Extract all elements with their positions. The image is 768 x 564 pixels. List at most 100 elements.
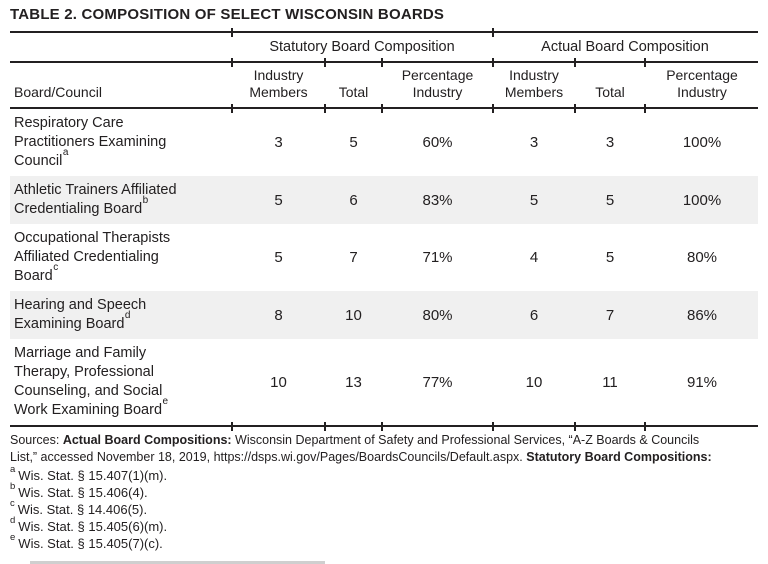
statutory-percentage-value: 80% bbox=[422, 306, 453, 324]
column-tick bbox=[492, 103, 494, 113]
table-footer: Sources: Actual Board Compositions: Wisc… bbox=[10, 432, 734, 552]
column-header-statutory-percentage-industry: Percentage Industry bbox=[401, 67, 474, 100]
statutory-percentage-value: 83% bbox=[422, 191, 453, 209]
actual-percentage-value: 100% bbox=[682, 134, 722, 151]
column-tick bbox=[381, 421, 383, 431]
footnote-text: Wis. Stat. § 14.406(5). bbox=[17, 502, 148, 517]
column-tick bbox=[231, 27, 233, 37]
footnote-marker: a bbox=[62, 147, 69, 159]
footnote-marker: d bbox=[10, 514, 16, 526]
column-tick bbox=[231, 421, 233, 431]
sources-bold-statutory: Statutory Board Compositions: bbox=[526, 450, 712, 464]
board-name: Hearing and Speech Examining Boardd bbox=[10, 291, 232, 339]
table-row: Hearing and Speech Examining Boardd 8 10… bbox=[10, 291, 758, 339]
column-tick bbox=[324, 57, 326, 67]
table-title: TABLE 2. COMPOSITION OF SELECT WISCONSIN… bbox=[10, 6, 445, 23]
board-name-text: Respiratory Care Practitioners Examining… bbox=[14, 115, 167, 169]
table-row: Respiratory Care Practitioners Examining… bbox=[10, 109, 758, 176]
actual-percentage-value: 80% bbox=[686, 249, 718, 266]
group-header-statutory: Statutory Board Composition bbox=[269, 39, 455, 55]
actual-industry-members-value: 4 bbox=[529, 249, 539, 266]
column-header-actual-industry-members: Industry Members bbox=[504, 67, 564, 100]
column-tick bbox=[381, 103, 383, 113]
table-row: Occupational Therapists Affiliated Crede… bbox=[10, 224, 758, 291]
statutory-total-value: 7 bbox=[349, 249, 358, 266]
board-name: Occupational Therapists Affiliated Crede… bbox=[10, 224, 232, 291]
footnote-marker: b bbox=[10, 480, 16, 492]
statutory-industry-members-value: 8 bbox=[274, 306, 283, 324]
column-tick bbox=[492, 57, 494, 67]
footnote: b Wis. Stat. § 15.406(4). bbox=[10, 480, 734, 501]
column-tick bbox=[381, 57, 383, 67]
statutory-industry-members-value: 10 bbox=[270, 373, 287, 391]
board-name-text: Athletic Trainers Affiliated Credentiali… bbox=[14, 182, 177, 217]
column-tick bbox=[644, 103, 646, 113]
column-tick bbox=[231, 103, 233, 113]
actual-percentage-value: 86% bbox=[686, 306, 718, 324]
actual-total-value: 5 bbox=[605, 249, 615, 266]
statutory-total-value: 10 bbox=[345, 306, 362, 324]
group-header-actual: Actual Board Composition bbox=[541, 39, 709, 55]
table-row: Marriage and Family Therapy, Professiona… bbox=[10, 339, 758, 425]
statutory-industry-members-value: 3 bbox=[274, 134, 283, 151]
actual-percentage-value: 91% bbox=[686, 373, 718, 391]
statutory-total-value: 6 bbox=[349, 191, 358, 209]
sources-line-1: Sources: Actual Board Compositions: Wisc… bbox=[10, 432, 734, 449]
board-name-text: Occupational Therapists Affiliated Crede… bbox=[14, 230, 171, 284]
actual-total-value: 7 bbox=[605, 306, 615, 324]
column-header-board: Board/Council bbox=[14, 84, 102, 100]
column-header-actual-total: Total bbox=[595, 84, 625, 100]
horizontal-rule-header-bottom bbox=[10, 103, 758, 113]
table-row: Athletic Trainers Affiliated Credentiali… bbox=[10, 176, 758, 224]
statutory-percentage-value: 77% bbox=[422, 373, 453, 391]
board-name: Athletic Trainers Affiliated Credentiali… bbox=[10, 176, 232, 224]
horizontal-rule-top bbox=[10, 27, 758, 37]
board-name: Marriage and Family Therapy, Professiona… bbox=[10, 339, 232, 425]
footnote-marker: b bbox=[142, 195, 149, 207]
footnote-marker: e bbox=[162, 396, 169, 408]
statutory-total-value: 5 bbox=[349, 134, 358, 151]
column-tick bbox=[644, 57, 646, 67]
column-header-statutory-total: Total bbox=[338, 84, 369, 100]
column-tick bbox=[231, 57, 233, 67]
column-header-statutory-industry-members: Industry Members bbox=[249, 67, 308, 100]
footnotes-list: a Wis. Stat. § 15.407(1)(m). b Wis. Stat. … bbox=[10, 464, 734, 552]
statutory-percentage-value: 60% bbox=[422, 134, 453, 151]
column-tick bbox=[492, 27, 494, 37]
footnote-marker: c bbox=[10, 497, 15, 509]
actual-industry-members-value: 5 bbox=[529, 191, 539, 209]
statutory-percentage-value: 71% bbox=[422, 249, 453, 266]
column-tick bbox=[574, 103, 576, 113]
column-tick bbox=[324, 421, 326, 431]
footnote: c Wis. Stat. § 14.406(5). bbox=[10, 497, 734, 518]
column-tick bbox=[492, 421, 494, 431]
footnote-text: Wis. Stat. § 15.407(1)(m). bbox=[18, 468, 168, 483]
column-tick bbox=[644, 421, 646, 431]
sources-text: List,” accessed November 18, 2019, https… bbox=[10, 450, 527, 464]
sources-prefix: Sources: bbox=[10, 433, 63, 447]
footnote: d Wis. Stat. § 15.405(6)(m). bbox=[10, 514, 734, 535]
sources-bold-actual: Actual Board Compositions: bbox=[62, 433, 232, 447]
board-name-text: Marriage and Family Therapy, Professiona… bbox=[14, 345, 163, 418]
sources-text: Wisconsin Department of Safety and Profe… bbox=[231, 433, 700, 447]
actual-total-value: 3 bbox=[605, 134, 615, 151]
board-name: Respiratory Care Practitioners Examining… bbox=[10, 109, 232, 176]
actual-industry-members-value: 6 bbox=[529, 306, 539, 324]
actual-total-value: 11 bbox=[602, 373, 618, 391]
horizontal-rule-mid bbox=[10, 57, 758, 67]
statutory-industry-members-value: 5 bbox=[274, 249, 283, 266]
statutory-industry-members-value: 5 bbox=[274, 191, 283, 209]
footnote-marker: c bbox=[53, 262, 59, 274]
footnote-text: Wis. Stat. § 15.405(6)(m). bbox=[18, 519, 168, 534]
footnote-marker: d bbox=[124, 310, 131, 322]
footnote: a Wis. Stat. § 15.407(1)(m). bbox=[10, 464, 734, 484]
footnote: e Wis. Stat. § 15.405(7)(c). bbox=[10, 531, 734, 552]
horizontal-rule-bottom bbox=[10, 421, 758, 431]
actual-total-value: 5 bbox=[605, 191, 615, 209]
column-header-actual-percentage-industry: Percentage Industry bbox=[666, 67, 738, 100]
cropped-content-artifact bbox=[30, 561, 325, 564]
footnote-marker: e bbox=[10, 531, 16, 543]
actual-percentage-value: 100% bbox=[682, 191, 722, 209]
footnote-text: Wis. Stat. § 15.405(7)(c). bbox=[18, 536, 163, 551]
